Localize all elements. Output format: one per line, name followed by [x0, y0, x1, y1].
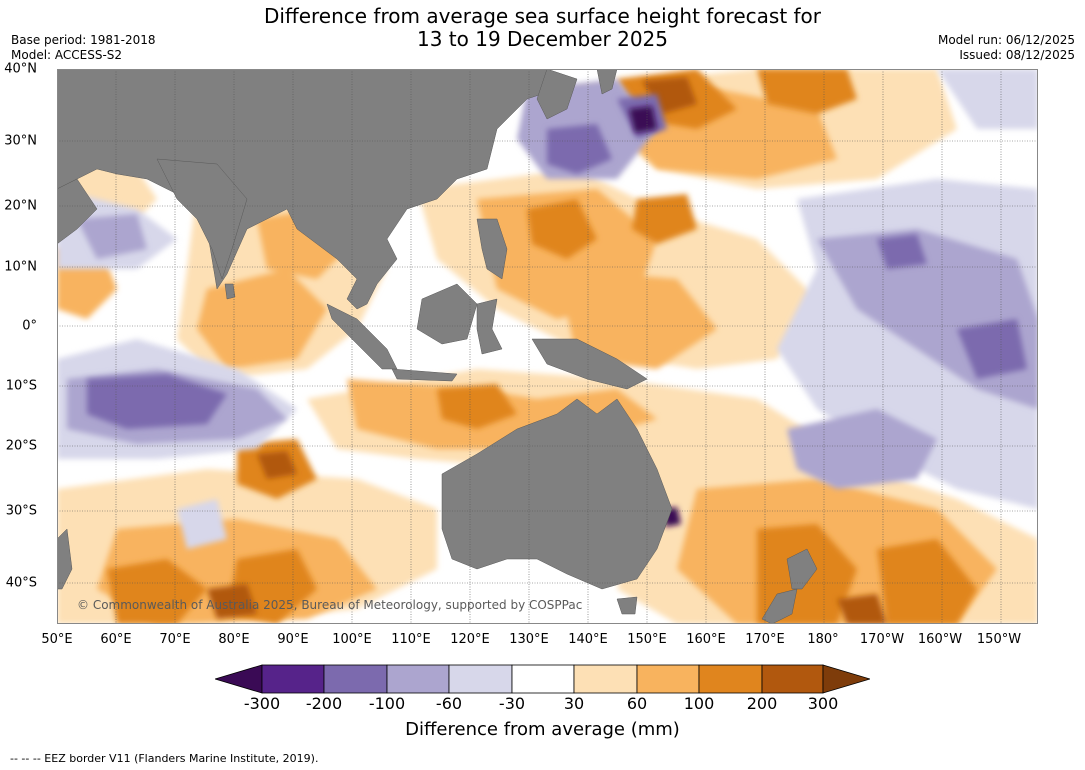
anomaly-brown [207, 77, 887, 624]
lon-label: 140°E [568, 632, 608, 647]
sumatra [326, 303, 398, 370]
map-title-line-2: 13 to 19 December 2025 [416, 27, 668, 51]
colorbar-bin [698, 664, 763, 694]
lon-label: 170°E [745, 632, 785, 647]
colorbar-min-arrow [215, 664, 263, 694]
sri-lanka [224, 283, 236, 300]
colorbar-label: Difference from average (mm) [405, 719, 680, 740]
colorbar-tick: -100 [368, 694, 406, 713]
colorbar-tick: -300 [243, 694, 281, 713]
model-text: Model: ACCESS-S2 [11, 48, 123, 62]
model-run-text: Model run: 06/12/2025 [937, 33, 1075, 47]
colorbar-bin [761, 664, 824, 694]
lon-label: 80°E [218, 632, 250, 647]
lon-label: 50°E [41, 632, 73, 647]
new-guinea [531, 338, 648, 390]
colorbar-max-arrow [822, 664, 870, 694]
anomaly-dark-purple [87, 94, 1027, 429]
lat-label: 40°N [4, 61, 37, 77]
colorbar-bin [448, 664, 513, 694]
lat-label: 0° [22, 318, 37, 334]
colorbar-tick: -60 [435, 694, 463, 713]
map-frame [57, 69, 1038, 624]
india [156, 158, 248, 280]
map-title-line-1: Difference from average sea surface heig… [263, 4, 822, 28]
lat-label: 10°N [4, 259, 37, 275]
lon-label: 180° [807, 632, 839, 647]
lat-label: 30°N [4, 133, 37, 149]
issued-text: Issued: 08/12/2025 [959, 48, 1075, 62]
lon-label: 170°W [859, 632, 905, 647]
metadata-right: Model run: 06/12/2025 Issued: 08/12/2025 [938, 33, 1075, 63]
lon-label: 160°E [686, 632, 726, 647]
colorbar [215, 664, 870, 694]
new-zealand [761, 548, 818, 624]
lon-label: 110°E [391, 632, 431, 647]
lat-label: 40°S [5, 575, 37, 591]
colorbar-bin [386, 664, 450, 694]
lat-label: 30°S [5, 503, 37, 519]
lon-label: 120°E [450, 632, 490, 647]
sulawesi [476, 298, 503, 355]
lon-label: 130°E [509, 632, 549, 647]
colorbar-bin [636, 664, 700, 694]
base-period-text: Base period: 1981-2018 [11, 33, 156, 47]
metadata-left: Base period: 1981-2018 Model: ACCESS-S2 [11, 33, 156, 63]
lon-label: 160°W [917, 632, 963, 647]
land-masses [57, 69, 818, 624]
lat-label: 20°S [5, 438, 37, 454]
lat-label: 20°N [4, 198, 37, 214]
colorbar-bin [323, 664, 388, 694]
colorbar-bin [261, 664, 325, 694]
colorbar-tick: 100 [683, 694, 715, 713]
sea-surface-height-map [57, 69, 1038, 624]
korea-japan [536, 69, 618, 120]
colorbar-tick: 200 [746, 694, 778, 713]
colorbar-tick: 300 [807, 694, 839, 713]
lat-label: 10°S [5, 378, 37, 394]
philippines [476, 218, 508, 280]
eez-footnote: -- -- -- EEZ border V11 (Flanders Marine… [10, 752, 319, 765]
colorbar-bin [511, 664, 575, 694]
copyright-notice: © Commonwealth of Australia 2025, Bureau… [77, 598, 583, 612]
lon-label: 60°E [100, 632, 132, 647]
arabian-peninsula [57, 178, 98, 245]
colorbar-tick: -30 [498, 694, 526, 713]
tasmania [616, 596, 638, 615]
lon-label: 70°E [159, 632, 191, 647]
colorbar-tick: -200 [305, 694, 343, 713]
asia-landmass [57, 69, 558, 310]
colorbar-tick: 60 [626, 694, 648, 713]
borneo [416, 283, 478, 345]
java [391, 368, 458, 382]
lon-label: 150°E [627, 632, 667, 647]
colorbar-bin [573, 664, 638, 694]
graticule [57, 69, 1038, 624]
lon-label: 100°E [332, 632, 372, 647]
madagascar [57, 528, 73, 590]
colorbar-tick: 30 [563, 694, 585, 713]
lon-label: 90°E [277, 632, 309, 647]
lon-label: 150°W [976, 632, 1022, 647]
australia [441, 398, 673, 590]
